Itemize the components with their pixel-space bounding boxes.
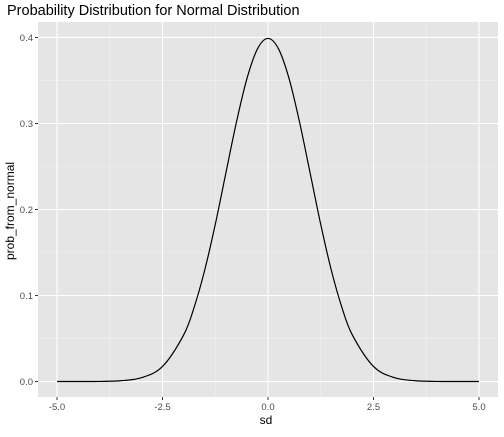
x-tick-label: 2.5 xyxy=(367,402,380,413)
x-tick-label: 0.0 xyxy=(261,402,274,413)
x-axis-ticks: -5.0 -2.5 0.0 2.5 5.0 xyxy=(49,397,486,413)
major-gridlines xyxy=(38,22,498,397)
y-axis-ticks: 0.0 0.1 0.2 0.3 0.4 xyxy=(20,33,38,388)
x-tick-label: 5.0 xyxy=(472,402,485,413)
x-tick-label: -2.5 xyxy=(154,402,170,413)
y-tick-label: 0.3 xyxy=(20,119,33,130)
chart-title: Probability Distribution for Normal Dist… xyxy=(7,3,300,19)
y-tick-label: 0.1 xyxy=(20,291,33,302)
y-tick-label: 0.4 xyxy=(20,33,33,44)
density-curve-line xyxy=(56,37,480,383)
x-tick-label: -5.0 xyxy=(49,402,65,413)
y-tick-label: 0.2 xyxy=(20,205,33,216)
y-tick-label: 0.0 xyxy=(20,377,33,388)
x-axis-title: sd xyxy=(260,413,273,427)
y-axis-title: prob_from_normal xyxy=(3,162,17,260)
